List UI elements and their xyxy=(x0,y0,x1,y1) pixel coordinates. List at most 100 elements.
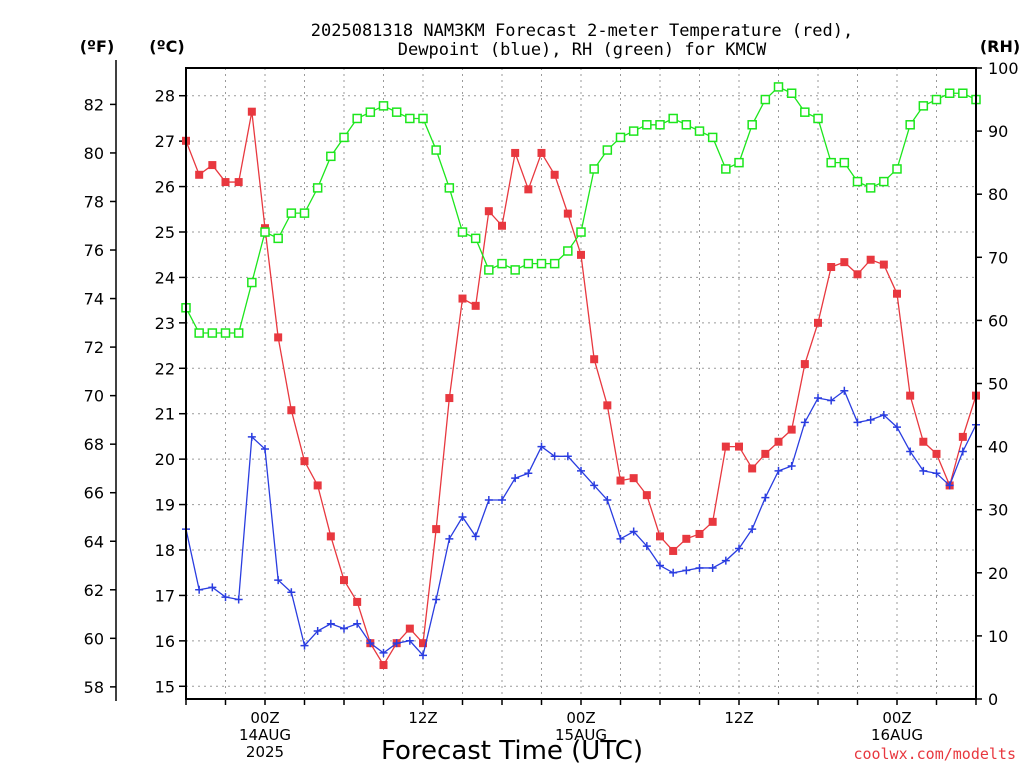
rh-point xyxy=(773,82,784,92)
dewpoint-point xyxy=(682,566,691,575)
dewpoint-point xyxy=(695,563,704,572)
dewpoint-point xyxy=(261,445,269,454)
temperature-point xyxy=(445,394,454,403)
credit-text: coolwx.com/modelts xyxy=(853,745,1016,763)
rh-point xyxy=(312,183,323,193)
rh-point xyxy=(299,208,310,218)
dewpoint-point xyxy=(616,534,625,543)
rh-point xyxy=(536,258,547,269)
celsius-tick-label: 15 xyxy=(155,677,175,696)
dewpoint-point xyxy=(919,466,928,475)
temperature-point xyxy=(853,270,862,279)
celsius-tick-label: 26 xyxy=(155,178,175,197)
fahrenheit-tick-label: 70 xyxy=(84,387,104,406)
rh-point xyxy=(194,328,204,338)
temperature-point xyxy=(550,170,559,179)
dewpoint-point xyxy=(366,639,375,648)
rh-unit-label: (RH) xyxy=(980,37,1020,56)
rh-point xyxy=(405,113,415,124)
temperature-point xyxy=(958,432,967,441)
temperature-point xyxy=(471,301,480,310)
temperature-point xyxy=(498,221,506,230)
rh-tick-label: 90 xyxy=(988,122,1008,141)
rh-point xyxy=(326,151,336,162)
axes: 58 60 62 64 66 68 70 72 74 76 78 80 82 15 16 17 18 19 20 21… xyxy=(84,59,1019,761)
rh-point xyxy=(615,132,626,143)
temperature-point xyxy=(840,258,849,267)
fahrenheit-tick-label: 64 xyxy=(84,532,104,551)
temperature-point xyxy=(195,170,204,179)
dewpoint-point xyxy=(471,532,480,541)
celsius-tick-label: 21 xyxy=(155,405,175,424)
temperature-point xyxy=(879,260,888,269)
fahrenheit-unit-label: (ºF) xyxy=(80,37,115,56)
dewpoint-point xyxy=(550,452,559,461)
rh-point xyxy=(589,164,599,174)
rh-point xyxy=(734,157,744,168)
rh-point xyxy=(523,258,534,269)
temperature-point xyxy=(379,661,388,670)
fahrenheit-tick-label: 80 xyxy=(84,144,104,163)
dewpoint-point xyxy=(419,651,427,660)
temperature-point xyxy=(484,207,493,216)
dewpoint-point xyxy=(326,619,335,628)
celsius-tick-label: 16 xyxy=(155,632,175,651)
gridlines xyxy=(186,68,976,699)
temperature-point xyxy=(603,401,612,410)
temperature-point xyxy=(419,639,427,648)
dewpoint-point xyxy=(524,469,533,478)
rh-point xyxy=(931,94,942,105)
celsius-tick-label: 25 xyxy=(155,223,175,242)
dewpoint-point xyxy=(800,418,809,427)
rh-point xyxy=(273,233,283,244)
rh-point xyxy=(813,113,823,124)
fahrenheit-tick-label: 82 xyxy=(84,95,104,114)
temperature-point xyxy=(287,406,296,415)
dewpoint-point xyxy=(208,583,217,592)
dewpoint-point xyxy=(708,563,717,572)
rh-point xyxy=(852,176,863,187)
rh-point xyxy=(352,113,362,124)
temperature-point xyxy=(682,534,691,543)
dewpoint-point xyxy=(432,595,441,604)
x-tick-label: 2025 xyxy=(246,743,284,761)
rh-point xyxy=(431,145,441,155)
rh-point xyxy=(642,120,652,130)
rh-point xyxy=(865,183,876,193)
rh-point xyxy=(207,328,218,338)
temperature-point xyxy=(537,148,546,157)
rh-point xyxy=(365,107,376,117)
rh-point xyxy=(484,265,494,275)
rh-point xyxy=(563,246,573,256)
dewpoint-point xyxy=(300,641,309,650)
temperature-point xyxy=(774,437,783,446)
dewpoint-point xyxy=(840,386,849,395)
temperature-point xyxy=(524,185,533,194)
rh-point xyxy=(628,126,639,136)
dewpoint-point xyxy=(234,595,243,604)
rh-tick-label: 10 xyxy=(988,627,1008,646)
temperature-point xyxy=(932,449,941,458)
rh-point xyxy=(510,265,520,275)
rh-point xyxy=(497,258,507,269)
rh-point xyxy=(944,88,955,98)
chart-title-line-1: 2025081318 NAM3KM Forecast 2-meter Tempe… xyxy=(311,21,853,41)
rh-point xyxy=(721,164,731,174)
dewpoint-point xyxy=(866,415,875,424)
rh-tick-label: 0 xyxy=(988,690,998,709)
temperature-point xyxy=(735,442,743,451)
dewpoint-point xyxy=(590,481,599,490)
temperature-point xyxy=(919,437,928,446)
temperature-point xyxy=(906,391,915,400)
temperature-point xyxy=(866,255,875,264)
dewpoint-point xyxy=(445,534,454,543)
celsius-tick-label: 28 xyxy=(155,87,175,106)
x-tick-label: 12Z xyxy=(724,709,753,727)
x-tick-label: 00Z xyxy=(250,709,279,727)
dewpoint-point xyxy=(195,585,204,594)
dewpoint-point xyxy=(827,396,836,405)
dewpoint-point xyxy=(287,588,296,597)
dewpoint-point xyxy=(313,627,322,636)
rh-point xyxy=(800,107,810,117)
